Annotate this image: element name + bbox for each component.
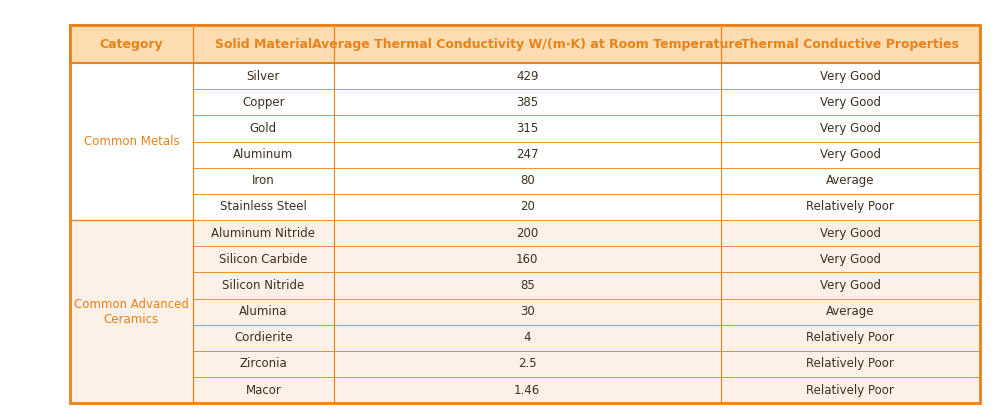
- Bar: [193, 63, 334, 89]
- Bar: [721, 325, 980, 351]
- Bar: [721, 89, 980, 116]
- Text: Common Metals: Common Metals: [84, 135, 179, 148]
- Bar: [193, 299, 334, 325]
- Text: Very Good: Very Good: [820, 70, 881, 83]
- Bar: [721, 194, 980, 220]
- Bar: [721, 299, 980, 325]
- Bar: [721, 246, 980, 272]
- Text: Very Good: Very Good: [820, 279, 881, 292]
- Text: 85: 85: [520, 279, 535, 292]
- Text: Solid Material: Solid Material: [215, 38, 312, 50]
- Bar: [334, 351, 721, 377]
- Bar: [721, 351, 980, 377]
- Text: Zirconia: Zirconia: [240, 357, 287, 370]
- Text: Thermal Conductive Properties: Thermal Conductive Properties: [741, 38, 959, 50]
- Text: Aluminum: Aluminum: [233, 148, 294, 161]
- Bar: [334, 377, 721, 403]
- Text: 315: 315: [516, 122, 538, 135]
- Bar: [334, 220, 721, 246]
- Bar: [70, 25, 980, 63]
- Bar: [70, 220, 193, 403]
- Text: Category: Category: [100, 38, 163, 50]
- Text: Copper: Copper: [242, 96, 285, 109]
- Text: Aluminum Nitride: Aluminum Nitride: [211, 227, 315, 239]
- Text: Gold: Gold: [250, 122, 277, 135]
- Bar: [334, 246, 721, 272]
- Bar: [334, 142, 721, 168]
- Text: Relatively Poor: Relatively Poor: [806, 357, 894, 370]
- Text: 247: 247: [516, 148, 539, 161]
- Bar: [334, 299, 721, 325]
- Bar: [334, 116, 721, 142]
- Bar: [334, 168, 721, 194]
- Bar: [193, 220, 334, 246]
- Text: 20: 20: [520, 200, 535, 213]
- Bar: [193, 116, 334, 142]
- Text: 1.46: 1.46: [514, 383, 540, 396]
- Text: Common Advanced
Ceramics: Common Advanced Ceramics: [74, 298, 189, 326]
- Text: Very Good: Very Good: [820, 122, 881, 135]
- Text: Silicon Carbide: Silicon Carbide: [219, 253, 308, 266]
- Bar: [193, 142, 334, 168]
- Text: Average Thermal Conductivity W/(m·K) at Room Temperature: Average Thermal Conductivity W/(m·K) at …: [312, 38, 743, 50]
- Text: 160: 160: [516, 253, 538, 266]
- Text: Relatively Poor: Relatively Poor: [806, 383, 894, 396]
- Text: Silver: Silver: [247, 70, 280, 83]
- Text: 385: 385: [516, 96, 538, 109]
- Bar: [721, 168, 980, 194]
- Bar: [193, 246, 334, 272]
- Bar: [193, 168, 334, 194]
- Bar: [721, 220, 980, 246]
- Bar: [193, 272, 334, 299]
- Bar: [334, 63, 721, 89]
- Text: 80: 80: [520, 174, 535, 187]
- Bar: [70, 25, 980, 403]
- Bar: [721, 272, 980, 299]
- Text: Very Good: Very Good: [820, 96, 881, 109]
- Text: 200: 200: [516, 227, 538, 239]
- Bar: [193, 89, 334, 116]
- Bar: [334, 272, 721, 299]
- Text: Very Good: Very Good: [820, 253, 881, 266]
- Text: 30: 30: [520, 305, 535, 318]
- Bar: [721, 142, 980, 168]
- Bar: [721, 63, 980, 89]
- Text: Alumina: Alumina: [239, 305, 288, 318]
- Text: 4: 4: [524, 331, 531, 344]
- Text: 2.5: 2.5: [518, 357, 537, 370]
- Text: Stainless Steel: Stainless Steel: [220, 200, 307, 213]
- Text: 429: 429: [516, 70, 539, 83]
- Bar: [334, 325, 721, 351]
- Text: Macor: Macor: [245, 383, 281, 396]
- Text: Average: Average: [826, 305, 875, 318]
- Text: Iron: Iron: [252, 174, 275, 187]
- Text: Cordierite: Cordierite: [234, 331, 293, 344]
- Text: Very Good: Very Good: [820, 148, 881, 161]
- Bar: [70, 63, 193, 220]
- Text: Silicon Nitride: Silicon Nitride: [222, 279, 304, 292]
- Bar: [193, 194, 334, 220]
- Bar: [193, 377, 334, 403]
- Bar: [721, 116, 980, 142]
- Text: Relatively Poor: Relatively Poor: [806, 331, 894, 344]
- Bar: [193, 325, 334, 351]
- Bar: [721, 377, 980, 403]
- Text: Very Good: Very Good: [820, 227, 881, 239]
- Text: Average: Average: [826, 174, 875, 187]
- Bar: [334, 194, 721, 220]
- Text: Relatively Poor: Relatively Poor: [806, 200, 894, 213]
- Bar: [193, 351, 334, 377]
- Bar: [334, 89, 721, 116]
